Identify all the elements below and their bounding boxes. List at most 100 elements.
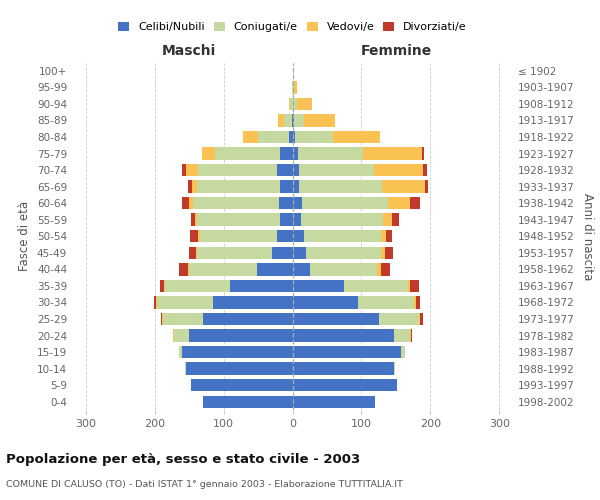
Bar [293, 98, 296, 110]
Bar [304, 230, 381, 242]
Bar [196, 246, 197, 259]
Bar [257, 263, 293, 276]
Bar [290, 98, 293, 110]
Bar [277, 230, 293, 242]
Bar [358, 296, 415, 308]
Bar [197, 180, 280, 193]
Bar [301, 214, 383, 226]
Text: Popolazione per età, sesso e stato civile - 2003: Popolazione per età, sesso e stato civil… [6, 452, 360, 466]
Bar [411, 330, 412, 342]
Bar [191, 379, 293, 392]
Bar [379, 313, 419, 325]
Bar [215, 148, 280, 160]
Bar [293, 197, 302, 209]
Bar [422, 148, 424, 160]
Bar [293, 379, 397, 392]
Bar [182, 197, 189, 209]
Bar [200, 230, 277, 242]
Bar [280, 214, 293, 226]
Bar [293, 214, 301, 226]
Bar [163, 313, 203, 325]
Text: COMUNE DI CALUSO (TO) - Dati ISTAT 1° gennaio 2003 - Elaborazione TUTTITALIA.IT: COMUNE DI CALUSO (TO) - Dati ISTAT 1° ge… [6, 480, 403, 489]
Bar [425, 180, 428, 193]
Bar [394, 330, 410, 342]
Bar [299, 180, 382, 193]
Bar [230, 280, 293, 292]
Bar [306, 246, 381, 259]
Bar [410, 197, 420, 209]
Bar [197, 246, 272, 259]
Bar [197, 214, 280, 226]
Bar [202, 148, 215, 160]
Bar [182, 346, 293, 358]
Bar [293, 263, 310, 276]
Bar [302, 197, 388, 209]
Bar [179, 263, 188, 276]
Bar [198, 164, 277, 176]
Bar [381, 263, 391, 276]
Y-axis label: Fasce di età: Fasce di età [19, 201, 31, 272]
Y-axis label: Anni di nascita: Anni di nascita [581, 192, 594, 280]
Bar [304, 114, 335, 126]
Text: Maschi: Maschi [162, 44, 216, 58]
Bar [292, 81, 293, 94]
Bar [385, 246, 393, 259]
Bar [156, 296, 157, 308]
Bar [258, 131, 289, 143]
Bar [296, 98, 312, 110]
Bar [293, 180, 299, 193]
Bar [293, 114, 294, 126]
Bar [386, 230, 392, 242]
Bar [293, 230, 304, 242]
Bar [381, 246, 385, 259]
Bar [182, 164, 185, 176]
Text: Femmine: Femmine [361, 44, 432, 58]
Bar [401, 346, 405, 358]
Bar [293, 313, 379, 325]
Bar [160, 280, 164, 292]
Bar [419, 313, 420, 325]
Bar [374, 164, 424, 176]
Bar [161, 313, 162, 325]
Bar [294, 81, 298, 94]
Bar [154, 296, 156, 308]
Bar [289, 98, 290, 110]
Bar [410, 280, 419, 292]
Bar [190, 230, 198, 242]
Bar [164, 280, 165, 292]
Bar [293, 280, 344, 292]
Bar [299, 164, 374, 176]
Bar [185, 362, 293, 375]
Bar [293, 296, 358, 308]
Bar [280, 180, 293, 193]
Bar [293, 362, 394, 375]
Bar [203, 396, 293, 408]
Bar [293, 81, 294, 94]
Bar [157, 296, 213, 308]
Bar [277, 164, 293, 176]
Bar [191, 214, 196, 226]
Bar [284, 114, 292, 126]
Bar [392, 214, 400, 226]
Bar [188, 180, 192, 193]
Bar [293, 396, 375, 408]
Bar [333, 131, 380, 143]
Bar [189, 330, 293, 342]
Bar [280, 148, 293, 160]
Bar [189, 246, 196, 259]
Bar [173, 330, 174, 342]
Bar [294, 114, 304, 126]
Bar [298, 148, 364, 160]
Bar [165, 280, 230, 292]
Bar [293, 330, 394, 342]
Bar [293, 148, 298, 160]
Bar [394, 362, 395, 375]
Bar [213, 296, 293, 308]
Bar [381, 230, 386, 242]
Bar [293, 164, 299, 176]
Bar [243, 131, 258, 143]
Bar [382, 180, 425, 193]
Bar [203, 313, 293, 325]
Legend: Celibi/Nubili, Coniugati/e, Vedovi/e, Divorziati/e: Celibi/Nubili, Coniugati/e, Vedovi/e, Di… [116, 20, 469, 34]
Bar [420, 313, 424, 325]
